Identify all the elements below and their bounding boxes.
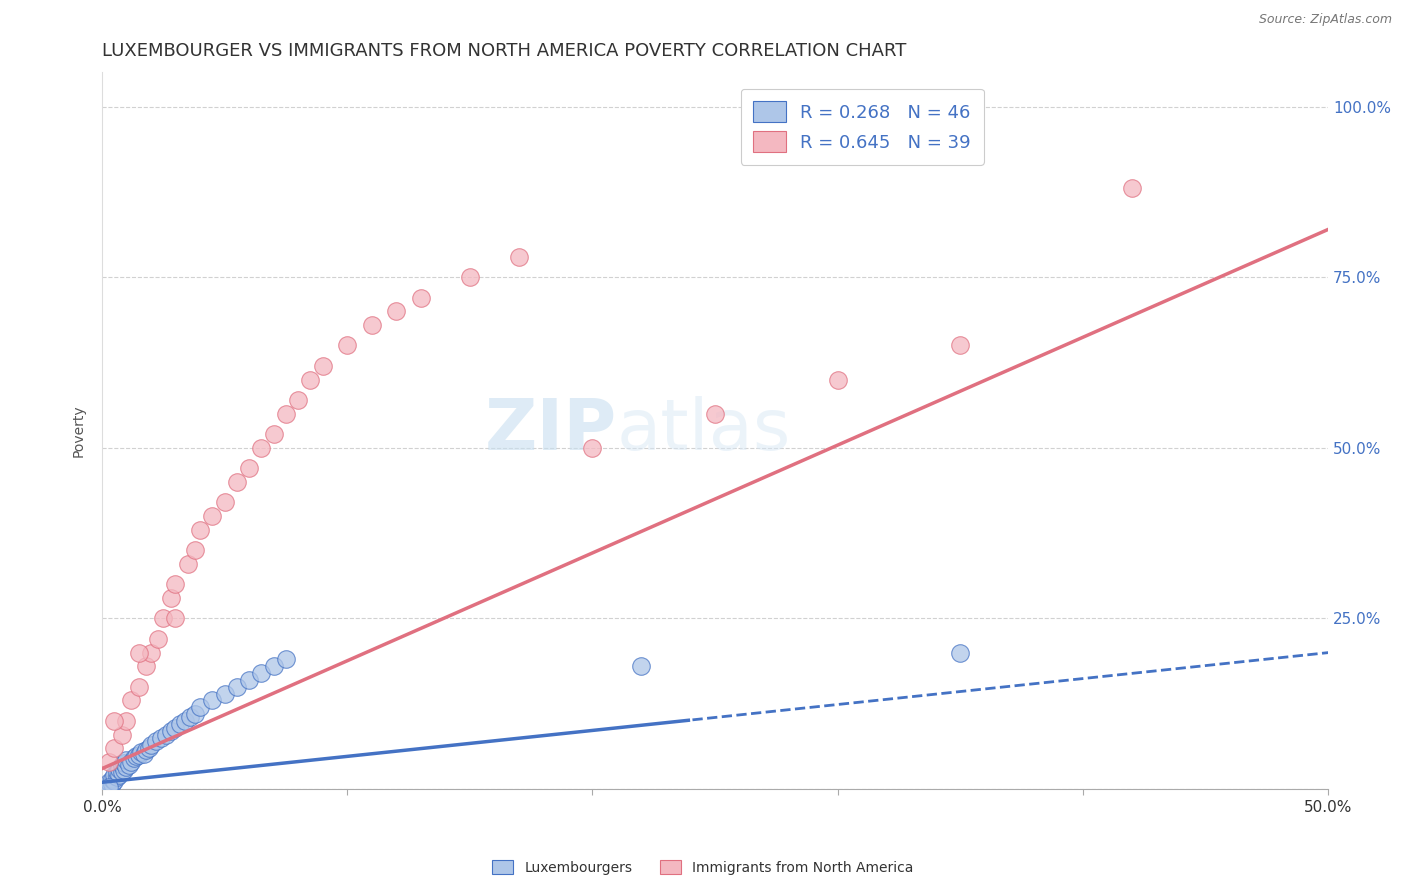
Point bbox=[112, 763, 135, 777]
Point bbox=[135, 742, 157, 756]
Point bbox=[409, 291, 432, 305]
Point bbox=[225, 680, 247, 694]
Point bbox=[704, 407, 727, 421]
Point bbox=[159, 591, 181, 605]
Point bbox=[385, 304, 408, 318]
Point bbox=[132, 747, 155, 761]
Text: LUXEMBOURGER VS IMMIGRANTS FROM NORTH AMERICA POVERTY CORRELATION CHART: LUXEMBOURGER VS IMMIGRANTS FROM NORTH AM… bbox=[101, 42, 907, 60]
Point bbox=[96, 779, 118, 793]
Point bbox=[112, 756, 135, 771]
Point bbox=[184, 707, 207, 722]
Point bbox=[360, 318, 382, 332]
Point bbox=[238, 673, 260, 687]
Point bbox=[139, 738, 162, 752]
Point bbox=[108, 762, 131, 776]
Point bbox=[122, 751, 145, 765]
Point bbox=[159, 724, 181, 739]
Point bbox=[827, 373, 849, 387]
Point bbox=[263, 427, 285, 442]
Legend: Luxembourgers, Immigrants from North America: Luxembourgers, Immigrants from North Ame… bbox=[486, 855, 920, 880]
Point bbox=[458, 270, 481, 285]
Point bbox=[105, 765, 128, 780]
Point bbox=[118, 757, 141, 772]
Point bbox=[188, 523, 211, 537]
Point bbox=[98, 755, 121, 769]
Legend: R = 0.268   N = 46, R = 0.645   N = 39: R = 0.268 N = 46, R = 0.645 N = 39 bbox=[741, 88, 984, 165]
Point bbox=[115, 714, 138, 728]
Point bbox=[120, 693, 142, 707]
Point bbox=[238, 461, 260, 475]
Point bbox=[201, 509, 224, 524]
Point bbox=[177, 557, 200, 571]
Point bbox=[225, 475, 247, 489]
Point bbox=[98, 780, 121, 794]
Point bbox=[128, 646, 150, 660]
Point bbox=[128, 747, 150, 762]
Point bbox=[174, 714, 197, 728]
Text: Source: ZipAtlas.com: Source: ZipAtlas.com bbox=[1258, 13, 1392, 27]
Point bbox=[581, 441, 603, 455]
Point bbox=[949, 338, 972, 352]
Point bbox=[152, 611, 174, 625]
Point bbox=[287, 393, 309, 408]
Point bbox=[311, 359, 333, 373]
Point bbox=[165, 611, 187, 625]
Point bbox=[110, 727, 132, 741]
Point bbox=[103, 768, 125, 782]
Point bbox=[100, 772, 122, 786]
Point bbox=[110, 765, 132, 780]
Point bbox=[128, 680, 150, 694]
Point bbox=[165, 721, 187, 735]
Point bbox=[125, 749, 148, 764]
Point bbox=[155, 727, 177, 741]
Point bbox=[274, 407, 297, 421]
Point bbox=[100, 777, 122, 791]
Point bbox=[145, 734, 167, 748]
Point bbox=[138, 741, 160, 756]
Point bbox=[120, 755, 142, 769]
Point bbox=[115, 760, 138, 774]
Point bbox=[188, 700, 211, 714]
Point bbox=[179, 710, 201, 724]
Point bbox=[110, 758, 132, 772]
Point bbox=[105, 770, 128, 784]
Point bbox=[250, 666, 273, 681]
Text: ZIP: ZIP bbox=[485, 396, 617, 466]
Point bbox=[103, 774, 125, 789]
Point bbox=[201, 693, 224, 707]
Point bbox=[1121, 181, 1143, 195]
Point bbox=[263, 659, 285, 673]
Point bbox=[214, 495, 236, 509]
Text: atlas: atlas bbox=[617, 396, 792, 466]
Point bbox=[299, 373, 322, 387]
Point bbox=[184, 543, 207, 558]
Point bbox=[148, 632, 170, 646]
Point bbox=[98, 775, 121, 789]
Point bbox=[250, 441, 273, 455]
Point bbox=[103, 714, 125, 728]
Point bbox=[169, 717, 191, 731]
Point bbox=[149, 731, 172, 745]
Point bbox=[139, 646, 162, 660]
Point bbox=[949, 646, 972, 660]
Point bbox=[274, 652, 297, 666]
Point bbox=[108, 768, 131, 782]
Point bbox=[165, 577, 187, 591]
Point bbox=[135, 659, 157, 673]
Point bbox=[129, 745, 152, 759]
Y-axis label: Poverty: Poverty bbox=[72, 404, 86, 457]
Point bbox=[508, 250, 530, 264]
Point bbox=[336, 338, 359, 352]
Point bbox=[630, 659, 652, 673]
Point bbox=[214, 687, 236, 701]
Point bbox=[115, 754, 138, 768]
Point bbox=[103, 741, 125, 756]
